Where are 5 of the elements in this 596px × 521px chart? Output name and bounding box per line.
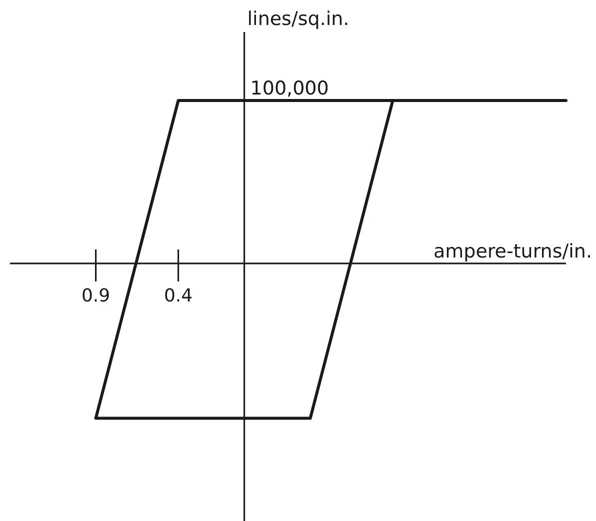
x-tick-label: 0.4	[164, 285, 193, 306]
x-tick-label: 0.9	[81, 285, 110, 306]
annotation: 100,000	[250, 77, 329, 100]
x-axis-title: ampere-turns/in.	[433, 240, 592, 262]
y-axis-title: lines/sq.in.	[247, 8, 350, 30]
